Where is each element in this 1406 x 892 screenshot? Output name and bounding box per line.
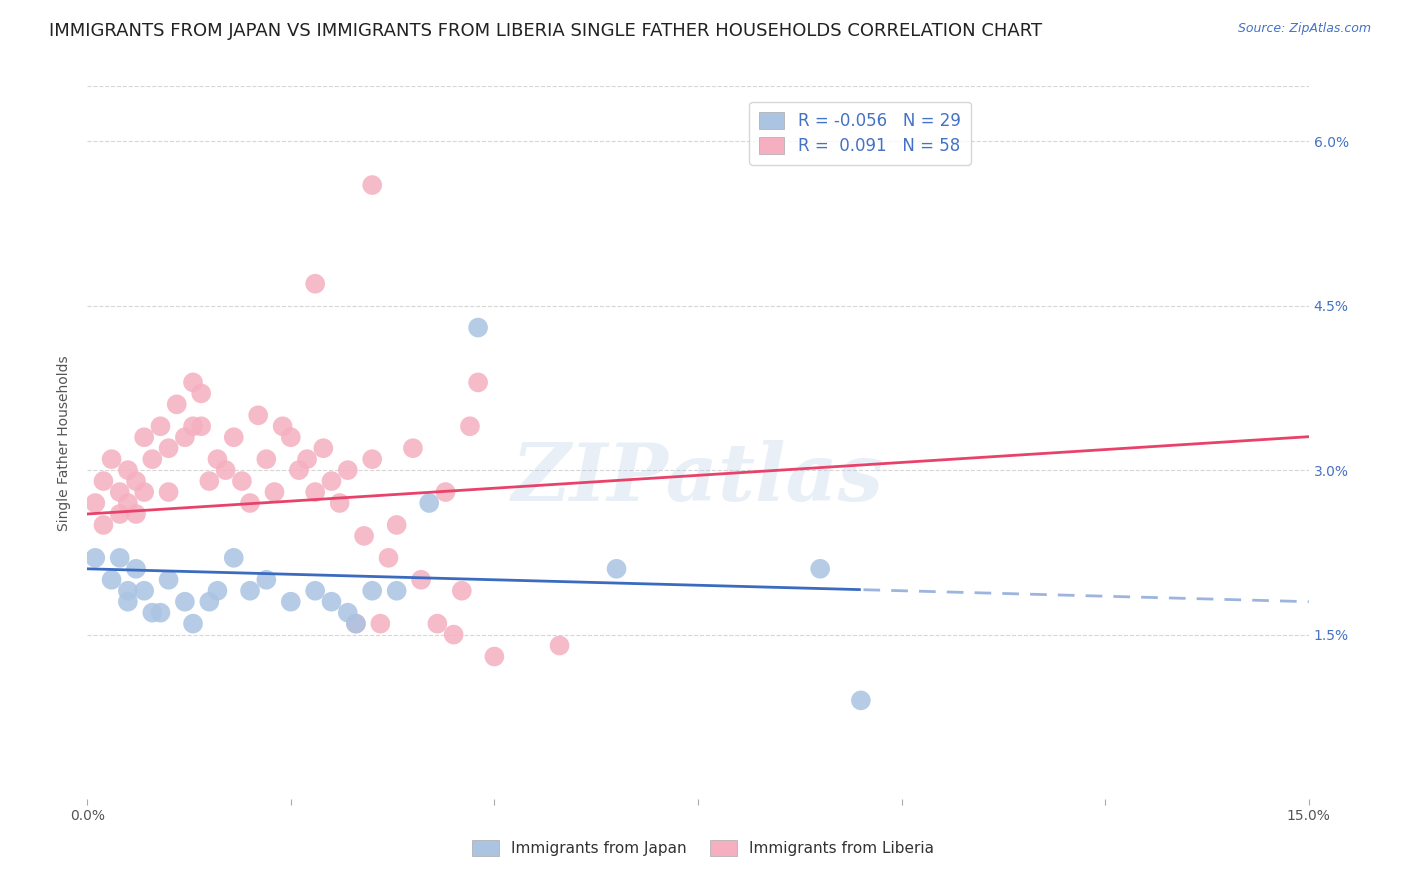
Point — [117, 463, 139, 477]
Text: IMMIGRANTS FROM JAPAN VS IMMIGRANTS FROM LIBERIA SINGLE FATHER HOUSEHOLDS CORREL: IMMIGRANTS FROM JAPAN VS IMMIGRANTS FROM… — [49, 22, 1042, 40]
Point — [344, 616, 367, 631]
Point — [353, 529, 375, 543]
Point — [808, 562, 831, 576]
Point — [198, 595, 221, 609]
Legend: Immigrants from Japan, Immigrants from Liberia: Immigrants from Japan, Immigrants from L… — [465, 834, 941, 862]
Point — [443, 627, 465, 641]
Point — [321, 474, 343, 488]
Point — [254, 573, 277, 587]
Point — [304, 485, 326, 500]
Point — [84, 496, 107, 510]
Point — [458, 419, 481, 434]
Point — [134, 485, 156, 500]
Legend: R = -0.056   N = 29, R =  0.091   N = 58: R = -0.056 N = 29, R = 0.091 N = 58 — [749, 102, 970, 165]
Point — [426, 616, 449, 631]
Point — [214, 463, 236, 477]
Point — [100, 573, 122, 587]
Point — [125, 562, 148, 576]
Point — [606, 562, 628, 576]
Point — [409, 573, 432, 587]
Point — [117, 496, 139, 510]
Point — [239, 583, 262, 598]
Point — [312, 441, 335, 455]
Point — [321, 595, 343, 609]
Point — [361, 583, 384, 598]
Point — [304, 277, 326, 291]
Point — [93, 518, 115, 533]
Point — [125, 507, 148, 521]
Point — [100, 452, 122, 467]
Text: Source: ZipAtlas.com: Source: ZipAtlas.com — [1237, 22, 1371, 36]
Y-axis label: Single Father Households: Single Father Households — [58, 355, 72, 531]
Point — [190, 419, 212, 434]
Point — [134, 583, 156, 598]
Point — [157, 485, 180, 500]
Point — [370, 616, 392, 631]
Point — [484, 649, 506, 664]
Point — [254, 452, 277, 467]
Point — [207, 452, 229, 467]
Point — [336, 606, 359, 620]
Point — [108, 550, 131, 565]
Point — [271, 419, 294, 434]
Point — [450, 583, 472, 598]
Point — [117, 595, 139, 609]
Point — [84, 550, 107, 565]
Point — [149, 419, 172, 434]
Point — [344, 616, 367, 631]
Point — [125, 474, 148, 488]
Point — [222, 430, 245, 444]
Point — [141, 452, 163, 467]
Point — [181, 376, 204, 390]
Point — [280, 595, 302, 609]
Point — [181, 616, 204, 631]
Point — [385, 583, 408, 598]
Point — [402, 441, 425, 455]
Point — [222, 550, 245, 565]
Point — [304, 583, 326, 598]
Point — [361, 452, 384, 467]
Point — [173, 430, 195, 444]
Point — [134, 430, 156, 444]
Point — [181, 419, 204, 434]
Point — [108, 507, 131, 521]
Point — [231, 474, 253, 488]
Point — [418, 496, 440, 510]
Point — [198, 474, 221, 488]
Point — [166, 397, 188, 411]
Point — [149, 606, 172, 620]
Point — [117, 583, 139, 598]
Point — [239, 496, 262, 510]
Point — [141, 606, 163, 620]
Point — [93, 474, 115, 488]
Text: ZIPatlas: ZIPatlas — [512, 440, 884, 517]
Point — [288, 463, 311, 477]
Point — [247, 409, 270, 423]
Point — [377, 550, 399, 565]
Point — [336, 463, 359, 477]
Point — [467, 376, 489, 390]
Point — [295, 452, 318, 467]
Point — [329, 496, 352, 510]
Point — [361, 178, 384, 192]
Point — [157, 573, 180, 587]
Point — [849, 693, 872, 707]
Point — [467, 320, 489, 334]
Point — [548, 639, 571, 653]
Point — [207, 583, 229, 598]
Point — [434, 485, 457, 500]
Point — [280, 430, 302, 444]
Point — [173, 595, 195, 609]
Point — [157, 441, 180, 455]
Point — [108, 485, 131, 500]
Point — [190, 386, 212, 401]
Point — [385, 518, 408, 533]
Point — [263, 485, 285, 500]
